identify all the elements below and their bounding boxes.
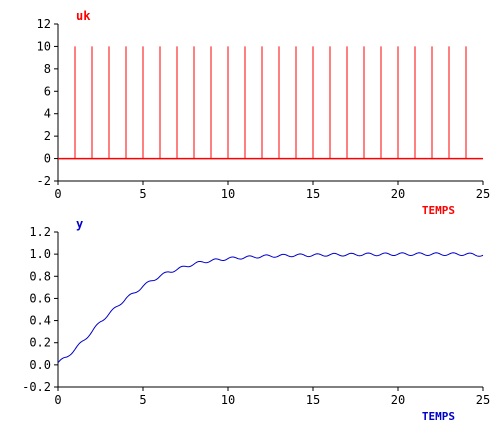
x-tick-label: 5 xyxy=(139,393,146,407)
x-tick-label: 20 xyxy=(391,393,405,407)
x-axis-label: TEMPS xyxy=(422,410,455,423)
y-tick-label: 8 xyxy=(44,62,51,76)
x-tick-label: 0 xyxy=(54,187,61,201)
x-tick-label: 10 xyxy=(221,393,235,407)
x-tick-label: 15 xyxy=(306,393,320,407)
series-line xyxy=(57,252,484,363)
x-tick-label: 15 xyxy=(306,187,320,201)
x-tick-label: 10 xyxy=(221,187,235,201)
x-tick-label: 5 xyxy=(139,187,146,201)
y-tick-label: -0.2 xyxy=(22,380,51,394)
y-tick-label: 0.8 xyxy=(29,269,51,283)
chart-title: uk xyxy=(76,9,91,23)
y-tick-label: 2 xyxy=(44,129,51,143)
chart-title: y xyxy=(76,217,83,231)
y-tick-label: 0.6 xyxy=(29,291,51,305)
y-tick-label: 4 xyxy=(44,107,51,121)
x-tick-label: 25 xyxy=(476,187,490,201)
x-tick-label: 25 xyxy=(476,393,490,407)
x-tick-label: 20 xyxy=(391,187,405,201)
x-tick-label: 0 xyxy=(54,393,61,407)
y-tick-label: -2 xyxy=(37,174,51,188)
y-tick-label: 1.0 xyxy=(29,247,51,261)
y-tick-label: 12 xyxy=(37,17,51,31)
y-tick-label: 1.2 xyxy=(29,225,51,239)
y-tick-label: 0.0 xyxy=(29,358,51,372)
y-tick-label: 6 xyxy=(44,84,51,98)
y-tick-label: 0.2 xyxy=(29,336,51,350)
y-tick-label: 10 xyxy=(37,39,51,53)
x-axis-label: TEMPS xyxy=(422,204,455,217)
y-tick-label: 0 xyxy=(44,152,51,166)
y-tick-label: 0.4 xyxy=(29,314,51,328)
y-response-chart: -0.2 0.0 0.2 0.4 0.6 0.8 1.0 1.2 0 5 10 15 20 25 y TEMP… xyxy=(22,217,490,423)
